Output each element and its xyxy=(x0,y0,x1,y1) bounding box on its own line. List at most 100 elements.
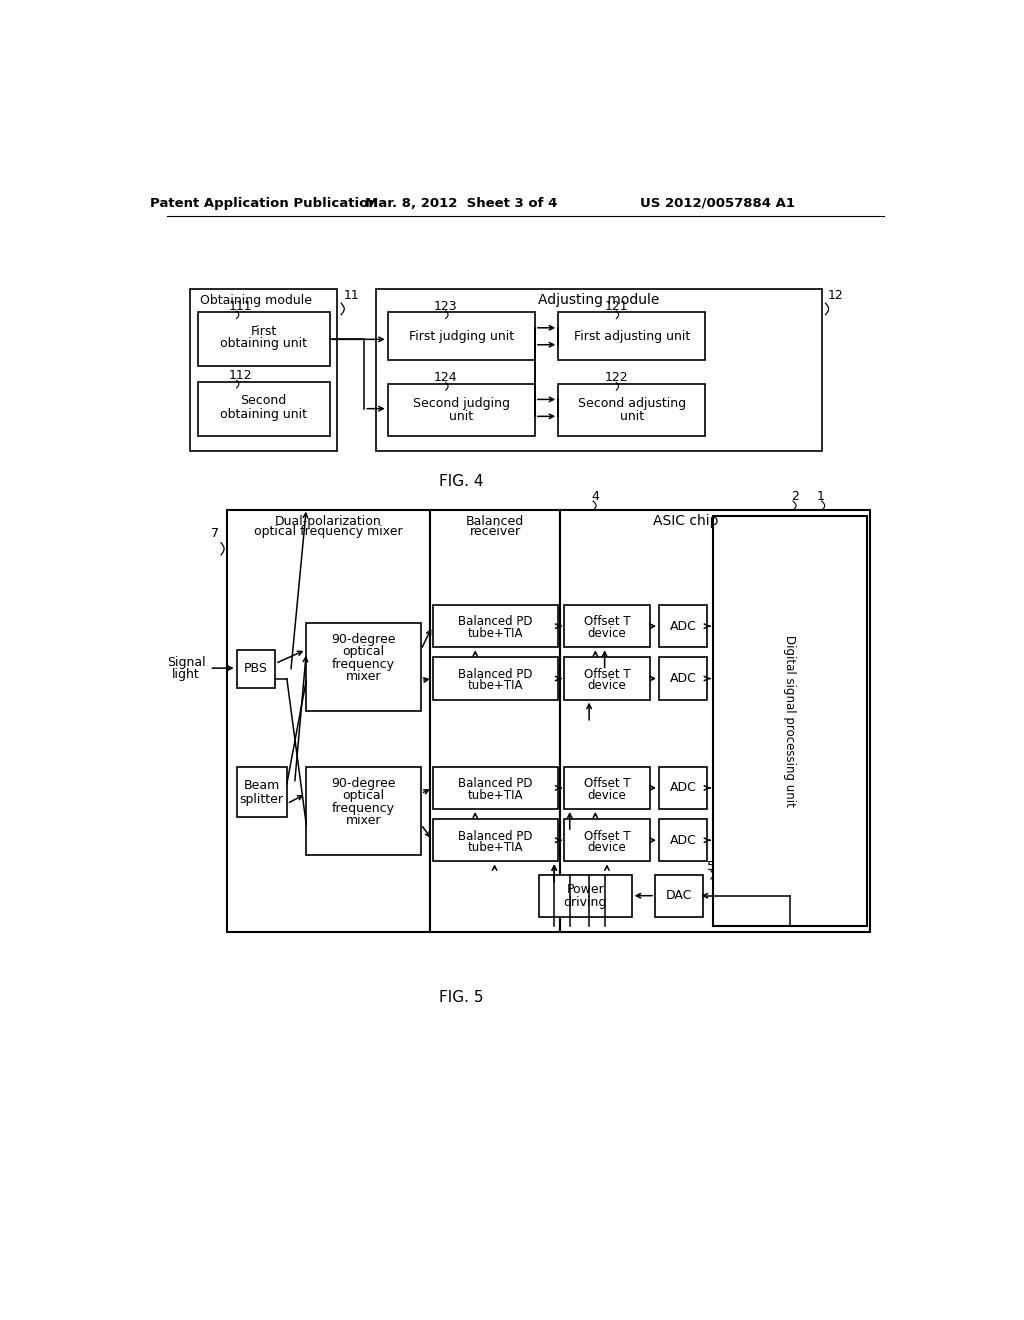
Text: unit: unit xyxy=(620,409,644,422)
Text: 124: 124 xyxy=(434,371,458,384)
Text: 90-degree: 90-degree xyxy=(332,634,396,647)
Text: 1: 1 xyxy=(816,490,824,503)
Text: tube+TIA: tube+TIA xyxy=(468,788,523,801)
Bar xyxy=(190,289,337,451)
Text: 121: 121 xyxy=(604,300,629,313)
Bar xyxy=(432,767,558,809)
Text: obtaining unit: obtaining unit xyxy=(220,337,307,350)
Bar xyxy=(658,605,707,647)
Text: 90-degree: 90-degree xyxy=(332,777,396,791)
Text: FIG. 5: FIG. 5 xyxy=(439,990,483,1006)
Text: 112: 112 xyxy=(228,370,252,381)
Text: tube+TIA: tube+TIA xyxy=(468,841,523,854)
Bar xyxy=(237,649,275,688)
Text: 122: 122 xyxy=(604,371,629,384)
Bar xyxy=(655,874,703,917)
Text: Beam: Beam xyxy=(244,779,280,792)
Text: Power: Power xyxy=(566,883,604,896)
Text: US 2012/0057884 A1: US 2012/0057884 A1 xyxy=(640,197,795,210)
Text: Offset T: Offset T xyxy=(584,668,630,681)
Bar xyxy=(658,767,707,809)
Text: optical: optical xyxy=(343,789,385,803)
Text: Second judging: Second judging xyxy=(413,397,510,409)
Bar xyxy=(430,511,560,932)
Bar xyxy=(560,511,870,932)
Text: 111: 111 xyxy=(228,300,252,313)
Text: Digital signal processing unit: Digital signal processing unit xyxy=(783,635,797,808)
Text: 123: 123 xyxy=(434,300,458,313)
Bar xyxy=(539,874,632,917)
Text: device: device xyxy=(588,680,627,693)
Text: 7: 7 xyxy=(211,527,219,540)
Text: First: First xyxy=(251,325,276,338)
Text: Patent Application Publication: Patent Application Publication xyxy=(150,197,378,210)
Text: DAC: DAC xyxy=(666,890,692,902)
Text: Balanced PD: Balanced PD xyxy=(458,829,532,842)
Bar xyxy=(227,511,430,932)
Text: unit: unit xyxy=(450,409,473,422)
Text: ADC: ADC xyxy=(670,672,696,685)
Text: PBS: PBS xyxy=(244,663,268,676)
Text: Mar. 8, 2012  Sheet 3 of 4: Mar. 8, 2012 Sheet 3 of 4 xyxy=(366,197,557,210)
Text: mixer: mixer xyxy=(346,814,381,828)
Text: frequency: frequency xyxy=(332,801,395,814)
Text: tube+TIA: tube+TIA xyxy=(468,680,523,693)
Text: 2: 2 xyxy=(791,490,799,503)
Text: frequency: frequency xyxy=(332,657,395,671)
Text: Second adjusting: Second adjusting xyxy=(578,397,686,409)
Bar xyxy=(658,657,707,700)
Text: tube+TIA: tube+TIA xyxy=(468,627,523,640)
Bar xyxy=(432,657,558,700)
Text: receiver: receiver xyxy=(470,525,521,539)
Text: optical frequency mixer: optical frequency mixer xyxy=(254,525,402,539)
Text: Second: Second xyxy=(241,395,287,408)
Text: Balanced PD: Balanced PD xyxy=(458,615,532,628)
Text: 5: 5 xyxy=(707,861,715,874)
Text: Offset T: Offset T xyxy=(584,615,630,628)
Text: Offset T: Offset T xyxy=(584,829,630,842)
Text: driving: driving xyxy=(563,896,607,909)
Bar xyxy=(376,289,821,451)
Bar xyxy=(558,313,706,360)
Text: Signal: Signal xyxy=(167,656,206,669)
Text: 12: 12 xyxy=(827,289,844,302)
Text: First judging unit: First judging unit xyxy=(409,330,514,343)
Text: device: device xyxy=(588,788,627,801)
Text: 11: 11 xyxy=(343,289,359,302)
Bar xyxy=(306,767,421,855)
Text: ADC: ADC xyxy=(670,834,696,846)
Text: Obtaining module: Obtaining module xyxy=(200,293,312,306)
Text: light: light xyxy=(172,668,200,681)
Text: 4: 4 xyxy=(592,490,599,503)
Text: First adjusting unit: First adjusting unit xyxy=(573,330,690,343)
Bar xyxy=(564,657,649,700)
Bar xyxy=(306,623,421,711)
Text: device: device xyxy=(588,627,627,640)
Text: ASIC chip: ASIC chip xyxy=(653,513,719,528)
Text: obtaining unit: obtaining unit xyxy=(220,408,307,421)
Text: Balanced PD: Balanced PD xyxy=(458,668,532,681)
Bar xyxy=(388,313,535,360)
Bar xyxy=(658,818,707,862)
Bar xyxy=(564,605,649,647)
Text: Dual-polarization: Dual-polarization xyxy=(274,515,381,528)
Bar xyxy=(564,818,649,862)
Text: ADC: ADC xyxy=(670,781,696,795)
Text: device: device xyxy=(588,841,627,854)
Bar xyxy=(237,767,287,817)
Text: FIG. 4: FIG. 4 xyxy=(439,474,483,490)
Bar xyxy=(198,313,330,367)
Text: Balanced PD: Balanced PD xyxy=(458,777,532,791)
Bar xyxy=(388,384,535,437)
Text: Offset T: Offset T xyxy=(584,777,630,791)
Text: Adjusting module: Adjusting module xyxy=(539,293,659,308)
Text: Balanced: Balanced xyxy=(466,515,524,528)
Bar xyxy=(432,818,558,862)
Bar xyxy=(564,767,649,809)
Text: splitter: splitter xyxy=(240,792,284,805)
Text: mixer: mixer xyxy=(346,671,381,684)
Bar xyxy=(198,381,330,436)
Bar xyxy=(713,516,866,927)
Text: optical: optical xyxy=(343,645,385,659)
Text: ADC: ADC xyxy=(670,619,696,632)
